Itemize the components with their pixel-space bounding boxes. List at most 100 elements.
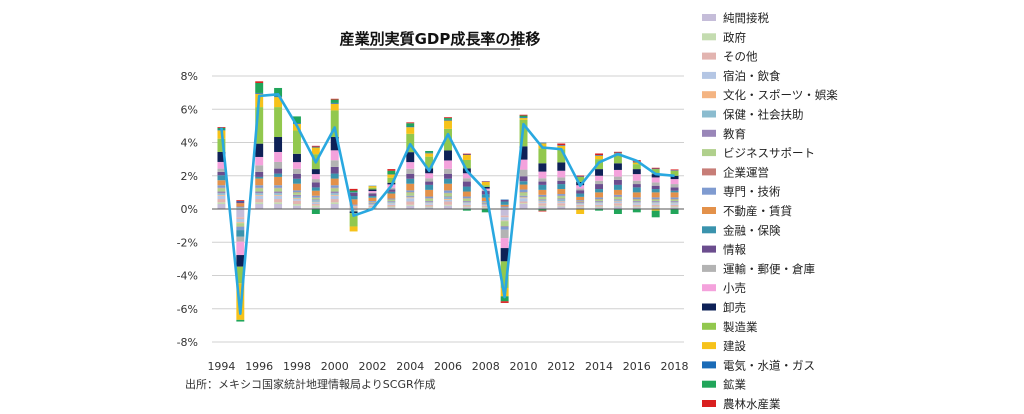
bar-segment [481, 205, 490, 208]
bar-segment [538, 142, 547, 144]
bar-segment [406, 126, 415, 128]
bar-segment [444, 128, 452, 151]
bar-segment [406, 201, 415, 205]
bar-segment [595, 209, 604, 211]
bar-segment [255, 92, 264, 94]
bar-segment [311, 197, 320, 200]
bar-segment [274, 137, 283, 152]
bar-segment [255, 178, 264, 186]
bar-segment [368, 205, 377, 208]
bar-segment [217, 194, 226, 196]
bar-segment [330, 110, 339, 138]
y-tick-label: 2% [181, 170, 198, 183]
bar-segment [500, 204, 509, 207]
legend-label: 企業運営 [723, 165, 769, 179]
bar-segment [670, 170, 679, 171]
bar-segment [462, 186, 471, 192]
bar-segment [462, 154, 471, 155]
bar-segment [330, 103, 339, 111]
bar-segment [538, 199, 547, 201]
bar-segment [670, 209, 679, 214]
bar-segment [368, 202, 377, 204]
bar-segment [595, 206, 604, 208]
bar-segment [406, 122, 415, 124]
bar-segment [255, 81, 264, 83]
bar-segment [406, 152, 415, 163]
bar-segment [557, 203, 566, 206]
legend-label: 小売 [723, 281, 746, 295]
bar-segment [330, 193, 339, 195]
bar-segment [538, 209, 547, 211]
bar-segment [236, 266, 245, 284]
bar-segment [632, 197, 641, 200]
bar-segment [576, 176, 585, 182]
bar-segment [387, 202, 396, 203]
bar-segment [500, 229, 509, 239]
bar-segment [444, 193, 452, 197]
legend-label: 製造業 [723, 320, 758, 334]
bar-segment [538, 201, 547, 204]
bar-segment [368, 204, 377, 206]
bar-segment [444, 160, 452, 169]
bar-segment [274, 173, 283, 177]
y-tick-label: 6% [181, 103, 198, 116]
bar-segment [519, 169, 528, 177]
bar-segment [444, 173, 452, 179]
bar-segment [462, 191, 471, 197]
bar-segment [651, 210, 660, 218]
bar-segment [576, 176, 585, 177]
bar-segment [255, 199, 264, 203]
bar-segment [236, 255, 245, 267]
bar-segment [217, 195, 226, 200]
bar-segment [651, 199, 660, 202]
bar-segment [368, 202, 377, 203]
bar-segment [651, 206, 660, 208]
bar-segment [387, 201, 396, 203]
x-axis-ticks: 1994 1996 1998 2000 2002 2004 2006 2008 2010 2012… [207, 360, 688, 373]
bar-segment [613, 169, 622, 177]
bar-segment [651, 167, 660, 169]
bar-segment [500, 221, 509, 227]
bar-segment [632, 201, 641, 202]
bar-segment [500, 206, 509, 208]
bar-segment [311, 204, 320, 206]
bar-segment [368, 191, 377, 193]
legend-label: 教育 [723, 127, 746, 141]
bar-segment [387, 187, 396, 190]
bar-segment [406, 205, 415, 209]
bar-segment [255, 156, 264, 166]
bar-segment [462, 198, 471, 202]
bar-segment [293, 130, 301, 154]
bar-segment [576, 202, 585, 204]
bar-segment [274, 151, 283, 162]
bar-segment [293, 196, 301, 199]
legend-label: 専門・技術 [723, 185, 781, 199]
bar-segment [349, 204, 358, 206]
bar-segment [444, 204, 452, 206]
bar-segment [500, 301, 509, 303]
bar-segment [481, 203, 490, 205]
x-tick-label: 2006 [434, 360, 462, 373]
bar-segment [236, 203, 245, 207]
legend-swatch [702, 322, 716, 330]
bar-segment [632, 180, 641, 185]
gdp-growth-line [220, 93, 675, 316]
bar-segment [557, 201, 566, 204]
bar-segment [217, 175, 226, 181]
bar-segment [255, 165, 264, 172]
bar-segment [255, 191, 264, 194]
bar-segment [425, 207, 434, 209]
bar-segment [632, 184, 641, 188]
bar-segment [311, 169, 320, 175]
bar-segment [500, 296, 509, 302]
bar-segment [519, 197, 528, 199]
bar-segment [557, 184, 566, 190]
bar-segment [311, 182, 320, 188]
bar-segment [557, 145, 566, 150]
bar-segment [651, 192, 660, 198]
bar-segment [293, 162, 301, 169]
bar-segment [274, 187, 283, 189]
bar-segment [425, 204, 434, 207]
bar-segment [500, 209, 509, 216]
bar-segment [481, 204, 490, 206]
